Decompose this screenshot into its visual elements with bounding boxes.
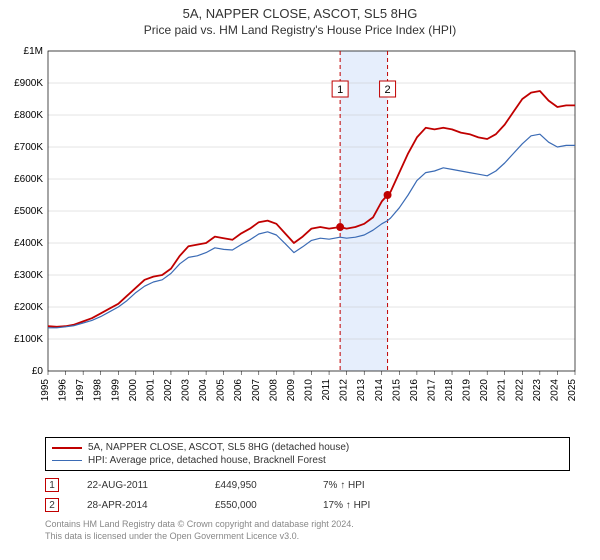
transaction-diff: 7% ↑ HPI xyxy=(323,480,423,491)
x-axis-label: 2009 xyxy=(286,379,297,402)
legend: 5A, NAPPER CLOSE, ASCOT, SL5 8HG (detach… xyxy=(45,437,570,471)
x-axis-label: 2023 xyxy=(532,379,543,402)
page-container: 5A, NAPPER CLOSE, ASCOT, SL5 8HG Price p… xyxy=(0,0,600,560)
x-axis-label: 2000 xyxy=(128,379,139,402)
page-subtitle: Price paid vs. HM Land Registry's House … xyxy=(0,21,600,41)
x-axis-label: 2006 xyxy=(233,379,244,402)
transaction-date: 22-AUG-2011 xyxy=(87,480,187,491)
x-axis-label: 2024 xyxy=(549,379,560,402)
x-axis-label: 1999 xyxy=(110,379,121,402)
x-axis-label: 2017 xyxy=(426,379,437,402)
x-axis-label: 2014 xyxy=(374,379,385,402)
price-chart: £0 £100K £200K £300K £400K £500K £600K £700K £80… xyxy=(0,41,600,431)
x-axis-label: 2015 xyxy=(391,379,402,402)
x-axis-label: 2004 xyxy=(198,379,209,402)
transaction-date: 28-APR-2014 xyxy=(87,500,187,511)
y-axis-label: £800K xyxy=(14,110,43,121)
y-axis-label: £300K xyxy=(14,270,43,281)
footer-line-2: This data is licensed under the Open Gov… xyxy=(45,531,570,543)
y-axis-label: £1M xyxy=(24,46,43,57)
y-axis-label: £600K xyxy=(14,174,43,185)
x-axis-label: 2021 xyxy=(497,379,508,402)
x-axis-label: 2018 xyxy=(444,379,455,402)
x-axis-label: 2025 xyxy=(567,379,578,402)
y-axis-label: £900K xyxy=(14,78,43,89)
y-axis-label: £500K xyxy=(14,206,43,217)
transaction-price: £449,950 xyxy=(215,480,295,491)
x-axis-label: 2019 xyxy=(462,379,473,402)
x-axis-label: 2013 xyxy=(356,379,367,402)
y-axis-label: £200K xyxy=(14,302,43,313)
x-axis-label: 2020 xyxy=(479,379,490,402)
transaction-row: 2 28-APR-2014 £550,000 17% ↑ HPI xyxy=(45,495,600,515)
x-axis-label: 2016 xyxy=(409,379,420,402)
x-axis-label: 2008 xyxy=(268,379,279,402)
legend-item: HPI: Average price, detached house, Brac… xyxy=(52,454,563,467)
x-axis-label: 1996 xyxy=(58,379,69,402)
marker-label: 2 xyxy=(385,84,391,96)
x-axis-label: 1998 xyxy=(93,379,104,402)
y-axis-label: £100K xyxy=(14,334,43,345)
footer-line-1: Contains HM Land Registry data © Crown c… xyxy=(45,519,570,531)
legend-swatch xyxy=(52,447,82,449)
footer-attribution: Contains HM Land Registry data © Crown c… xyxy=(45,519,570,542)
chart-svg: £0 £100K £200K £300K £400K £500K £600K £700K £80… xyxy=(0,41,600,431)
y-axis-label: £0 xyxy=(32,366,44,377)
y-axis-label: £400K xyxy=(14,238,43,249)
x-axis-label: 2012 xyxy=(339,379,350,402)
transaction-marker: 1 xyxy=(45,478,59,492)
transaction-table: 1 22-AUG-2011 £449,950 7% ↑ HPI 2 28-APR-2014… xyxy=(45,475,600,515)
transaction-price: £550,000 xyxy=(215,500,295,511)
transaction-point xyxy=(336,223,344,231)
transaction-marker: 2 xyxy=(45,498,59,512)
y-axis-label: £700K xyxy=(14,142,43,153)
x-axis-label: 2002 xyxy=(163,379,174,402)
legend-item: 5A, NAPPER CLOSE, ASCOT, SL5 8HG (detach… xyxy=(52,441,563,454)
x-axis-label: 1997 xyxy=(75,379,86,402)
x-axis-label: 2010 xyxy=(304,379,315,402)
page-title: 5A, NAPPER CLOSE, ASCOT, SL5 8HG xyxy=(0,0,600,21)
legend-swatch xyxy=(52,460,82,461)
legend-label: HPI: Average price, detached house, Brac… xyxy=(88,455,326,466)
x-axis-label: 2007 xyxy=(251,379,262,402)
x-axis-label: 2005 xyxy=(216,379,227,402)
x-axis-label: 2011 xyxy=(321,379,332,401)
x-axis-label: 2001 xyxy=(145,379,156,402)
x-axis-label: 1995 xyxy=(40,379,51,402)
transaction-diff: 17% ↑ HPI xyxy=(323,500,423,511)
legend-label: 5A, NAPPER CLOSE, ASCOT, SL5 8HG (detach… xyxy=(88,442,349,453)
x-axis-label: 2003 xyxy=(181,379,192,402)
marker-label: 1 xyxy=(337,84,343,96)
transaction-row: 1 22-AUG-2011 £449,950 7% ↑ HPI xyxy=(45,475,600,495)
transaction-point xyxy=(384,191,392,199)
x-axis-label: 2022 xyxy=(514,379,525,402)
